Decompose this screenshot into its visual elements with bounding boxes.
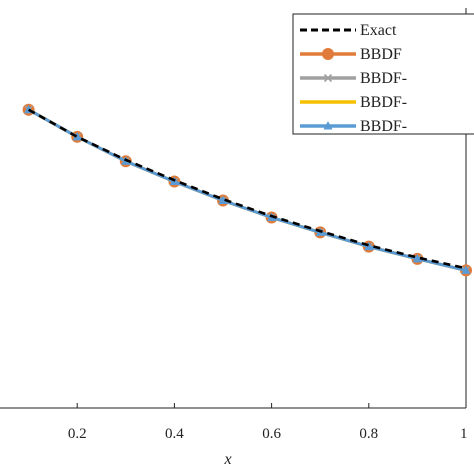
data-point [412, 253, 422, 263]
legend-label: BBDF [360, 46, 402, 63]
legend-item: BBDF [300, 46, 402, 63]
legend-marker [323, 73, 333, 83]
x-axis-label: x [223, 451, 231, 468]
legend-marker [323, 121, 333, 130]
legend-label: BBDF- [360, 70, 407, 87]
legend-item: BBDF- [300, 70, 407, 87]
data-point [364, 241, 374, 251]
data-point [72, 131, 82, 141]
legend-box [292, 13, 474, 135]
x-tick-label: 0.2 [68, 426, 87, 442]
legend-label: Exact [360, 22, 397, 39]
x-tick-label: 0.4 [165, 426, 184, 442]
series-group [22, 103, 472, 277]
series-0 [27, 108, 467, 270]
series-line [27, 108, 467, 270]
legend-marker [322, 48, 334, 60]
legend-item: BBDF- [300, 118, 407, 135]
legend-item: Exact [300, 22, 397, 39]
x-ticks: 0.2 0.4 0.6 0.8 1 [68, 403, 468, 442]
data-point [461, 265, 471, 274]
x-tick-label: 0.6 [262, 426, 281, 442]
legend-item: BBDF- [300, 94, 407, 111]
x-tick-label: 1 [460, 426, 468, 442]
legend: Exact BBDF BBDF- BBDF- BBDF- [292, 13, 474, 135]
legend-label: BBDF- [360, 118, 407, 135]
x-tick-label: 0.8 [359, 426, 378, 442]
data-point [218, 195, 228, 205]
legend-label: BBDF- [360, 94, 407, 111]
